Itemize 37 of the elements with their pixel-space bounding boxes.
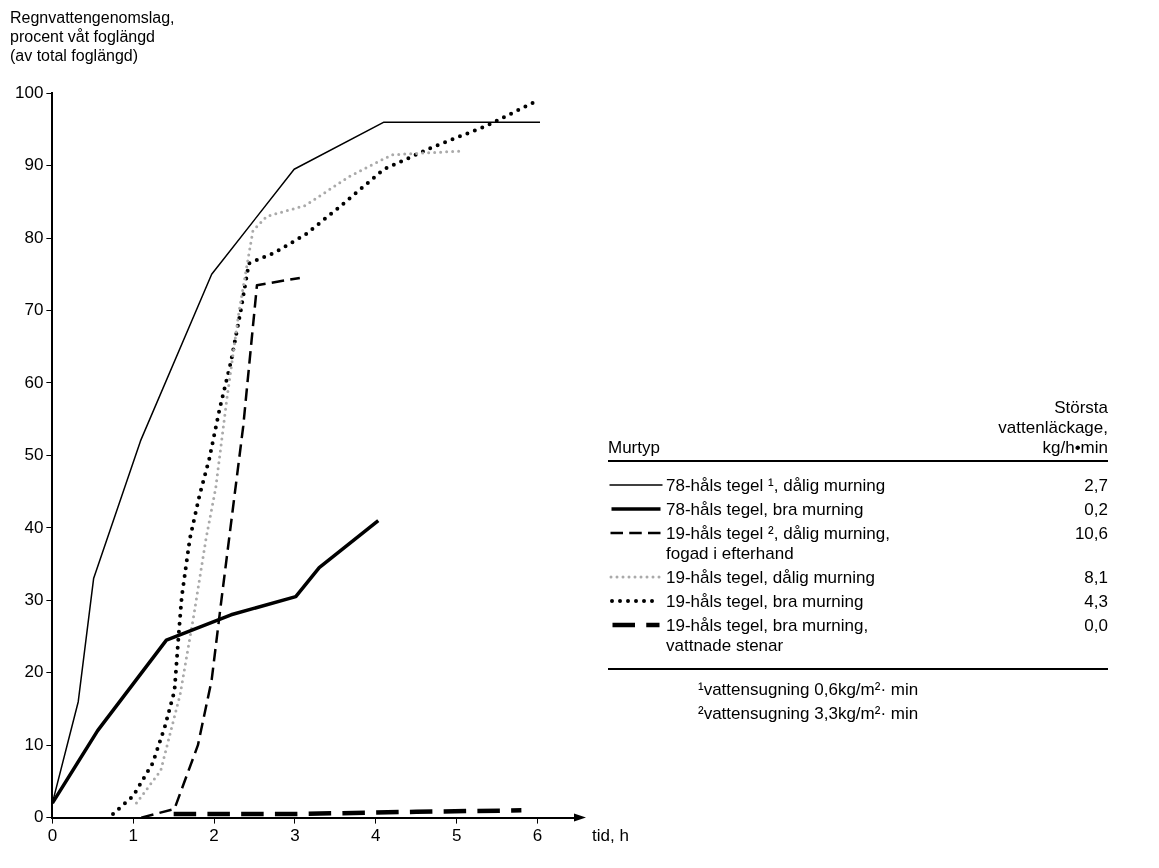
- text: Största vattenläckage, kg/h•min: [998, 398, 1108, 458]
- y-tick-label: 90: [24, 155, 44, 175]
- y-tick-label: 40: [24, 517, 44, 537]
- y-tick-label: 10: [24, 734, 44, 754]
- x-tick-label: 3: [290, 826, 300, 846]
- legend-label: 19-håls tegel, bra murning, vattnade stenar: [665, 616, 870, 656]
- x-axis-title: tid, h: [592, 825, 629, 845]
- y-axis-title: Regnvattengenomslag, procent våt foglängd (av total foglängd): [10, 8, 175, 65]
- y-tick-label: 20: [24, 662, 44, 682]
- y-tick-label: 30: [24, 589, 44, 609]
- x-tick-label: 5: [451, 826, 462, 846]
- x-tick-label: 4: [371, 826, 381, 846]
- text: 4,3: [1083, 592, 1108, 612]
- legend-label: 19-håls tegel, dålig murning: [665, 568, 876, 588]
- y-tick-label: 50: [24, 445, 44, 465]
- y-tick-label: 70: [24, 300, 44, 320]
- y-tick-label: 0: [33, 807, 44, 827]
- legend-title: Murtyp: [608, 438, 660, 458]
- legend-label: 78-håls tegel, bra murning: [665, 500, 865, 520]
- x-tick-label: 1: [128, 826, 138, 846]
- line-series: [134, 149, 461, 805]
- x-tick-label: 6: [532, 826, 543, 846]
- y-tick-label: 60: [24, 372, 44, 392]
- legend-label: 19-håls tegel, bra murning: [665, 592, 865, 612]
- text: 0,2: [1083, 500, 1108, 520]
- y-tick-label: 80: [24, 227, 44, 247]
- text: 10,6: [1073, 524, 1108, 544]
- text: 2,7: [1083, 476, 1108, 496]
- text: 8,1: [1083, 568, 1108, 588]
- x-tick-label: 2: [209, 826, 219, 846]
- legend-label: 19-håls tegel ², dålig murning, fogad i efterhand: [665, 524, 891, 564]
- legend-label: 78-håls tegel ¹, dålig murning: [665, 476, 887, 496]
- text: 0,0: [1083, 616, 1108, 636]
- y-tick-label: 100: [14, 82, 44, 102]
- x-tick-label: 0: [47, 826, 58, 846]
- text: ²vattensugning 3,3kg/m²· min: [698, 703, 920, 725]
- text: ¹vattensugning 0,6kg/m²· min: [698, 679, 920, 701]
